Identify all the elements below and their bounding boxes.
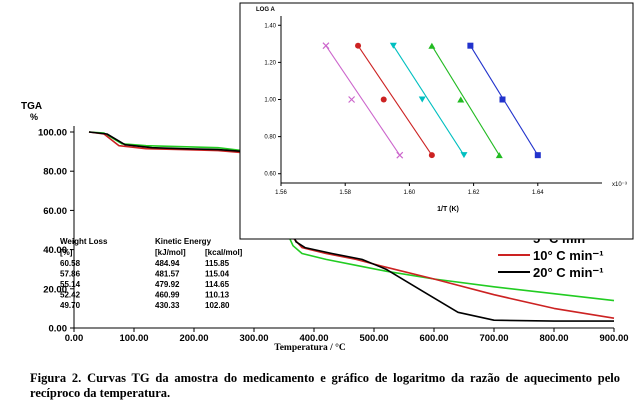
inset-point-triangle-up <box>428 42 436 49</box>
weight-loss-unit: [%] <box>60 248 73 257</box>
kinetic-table: Weight Loss Kinetic Energy [%] [kJ/mol] … <box>60 237 243 310</box>
loga-inset-chart: LOG A 0.600.801.001.201.40 1.56 1.58 1.60 1… <box>239 2 634 240</box>
inset-x-tick-label: 1.58 <box>339 190 351 196</box>
kinetic-table-cell: 484.94 <box>155 259 180 268</box>
inset-y-ticks: 0.60 0.80 1.00 1.20 1.40 <box>264 23 281 178</box>
kinetic-table-cell: 57.86 <box>60 270 81 279</box>
figure-caption: Figura 2. Curvas TG da amostra do medica… <box>30 371 620 400</box>
inset-point-x <box>396 151 404 159</box>
inset-point-circle <box>355 42 362 49</box>
tga-y-tick-label: 40.00 <box>43 245 67 256</box>
inset-y-tick-label: 1.00 <box>264 98 276 104</box>
kinetic-energy-header: Kinetic Energy <box>155 237 212 246</box>
tga-y-tick-label: 0.00 <box>49 324 68 335</box>
inset-fit-line <box>325 45 401 156</box>
inset-background <box>240 3 633 239</box>
inset-point-square <box>534 152 541 159</box>
kinetic-table-cell: 460.99 <box>155 291 180 300</box>
tga-y-unit: % <box>30 112 38 122</box>
inset-y-tick-label: 0.80 <box>264 135 276 141</box>
inset-point-triangle-down <box>460 152 468 159</box>
inset-y-tick-label: 1.40 <box>264 23 276 29</box>
kcal-unit: [kcal/mol] <box>205 248 243 257</box>
tga-x-tick-label: 300.00 <box>239 333 268 344</box>
inset-x-tick-label: 1.64 <box>532 190 544 196</box>
inset-point-square <box>499 96 506 103</box>
inset-x-tick-label: 1.56 <box>275 190 287 196</box>
tga-x-tick-label: 200.00 <box>179 333 208 344</box>
inset-point-circle <box>380 96 387 103</box>
tga-x-tick-label: 0.00 <box>65 333 84 344</box>
kinetic-table-cell: 55.14 <box>60 280 81 289</box>
inset-x-tick-label: 1.60 <box>404 190 416 196</box>
kinetic-table-cell: 52.42 <box>60 291 81 300</box>
kinetic-table-cell: 481.57 <box>155 270 180 279</box>
inset-point-square <box>467 42 474 49</box>
tga-y-tick-label: 100.00 <box>38 128 67 139</box>
inset-point-triangle-up <box>495 152 503 159</box>
inset-point-x-stroke <box>322 42 330 50</box>
kinetic-table-rows: 60.58 484.94 115.85 57.86 481.57 115.04 55.14 4… <box>60 259 230 310</box>
tga-x-tick-label: 400.00 <box>299 333 328 344</box>
tga-x-tick-label: 100.00 <box>119 333 148 344</box>
tga-x-ticks: 0.00 100.00 200.00 300.00 400.00 500.00 600.00… <box>65 328 629 344</box>
kj-unit: [kJ/mol] <box>155 248 186 257</box>
tga-x-label: Temperatura / °C <box>274 342 346 353</box>
inset-fit-line <box>431 45 500 156</box>
tga-x-tick-label: 500.00 <box>359 333 388 344</box>
inset-point-x-stroke <box>396 151 404 159</box>
inset-x-ticks: 1.56 1.58 1.60 1.62 1.64 <box>275 183 544 196</box>
inset-x-tick-label: 1.62 <box>468 190 480 196</box>
tga-y-title: TGA <box>21 101 42 112</box>
inset-point-triangle-down <box>389 42 397 49</box>
tga-x-tick-label: 600.00 <box>419 333 448 344</box>
inset-frame <box>239 2 634 240</box>
kinetic-table-cell: 115.85 <box>205 259 230 268</box>
tga-legend-label: 10° C min⁻¹ <box>533 248 604 263</box>
inset-point-x <box>322 42 330 50</box>
inset-x-label: 1/T (K) <box>437 206 459 213</box>
inset-point-x-stroke <box>348 96 356 103</box>
inset-fit-line <box>392 45 465 156</box>
tga-x-tick-label: 800.00 <box>539 333 568 344</box>
inset-fit-line <box>357 45 433 156</box>
inset-y-tick-label: 1.20 <box>264 60 276 66</box>
kinetic-table-cell: 60.58 <box>60 259 81 268</box>
inset-y-tick-label: 0.60 <box>264 172 276 178</box>
kinetic-table-cell: 479.92 <box>155 280 180 289</box>
kinetic-table-cell: 115.04 <box>205 270 230 279</box>
tga-y-tick-label: 60.00 <box>43 206 67 217</box>
inset-x-multiplier: x10⁻³ <box>612 182 627 188</box>
kinetic-table-cell: 110.13 <box>205 291 230 300</box>
tga-y-tick-label: 80.00 <box>43 167 67 178</box>
tga-y-ticks: 0.00 20.00 40.00 60.00 80.00 100.00 <box>38 128 74 335</box>
kinetic-table-cell: 114.65 <box>205 280 230 289</box>
inset-point-triangle-down <box>418 96 426 103</box>
kinetic-table-cell: 430.33 <box>155 301 180 310</box>
kinetic-table-cell: 102.80 <box>205 301 230 310</box>
inset-point-x <box>348 96 356 103</box>
tga-x-tick-label: 900.00 <box>599 333 628 344</box>
tga-x-tick-label: 700.00 <box>479 333 508 344</box>
tga-legend-label: 20° C min⁻¹ <box>533 265 604 280</box>
weight-loss-header: Weight Loss <box>60 237 108 246</box>
kinetic-table-cell: 49.70 <box>60 301 81 310</box>
inset-point-triangle-up <box>457 96 465 103</box>
inset-y-label: LOG A <box>256 7 275 13</box>
inset-series <box>322 42 541 159</box>
tga-y-tick-label: 20.00 <box>43 284 67 295</box>
inset-point-circle <box>428 152 435 159</box>
